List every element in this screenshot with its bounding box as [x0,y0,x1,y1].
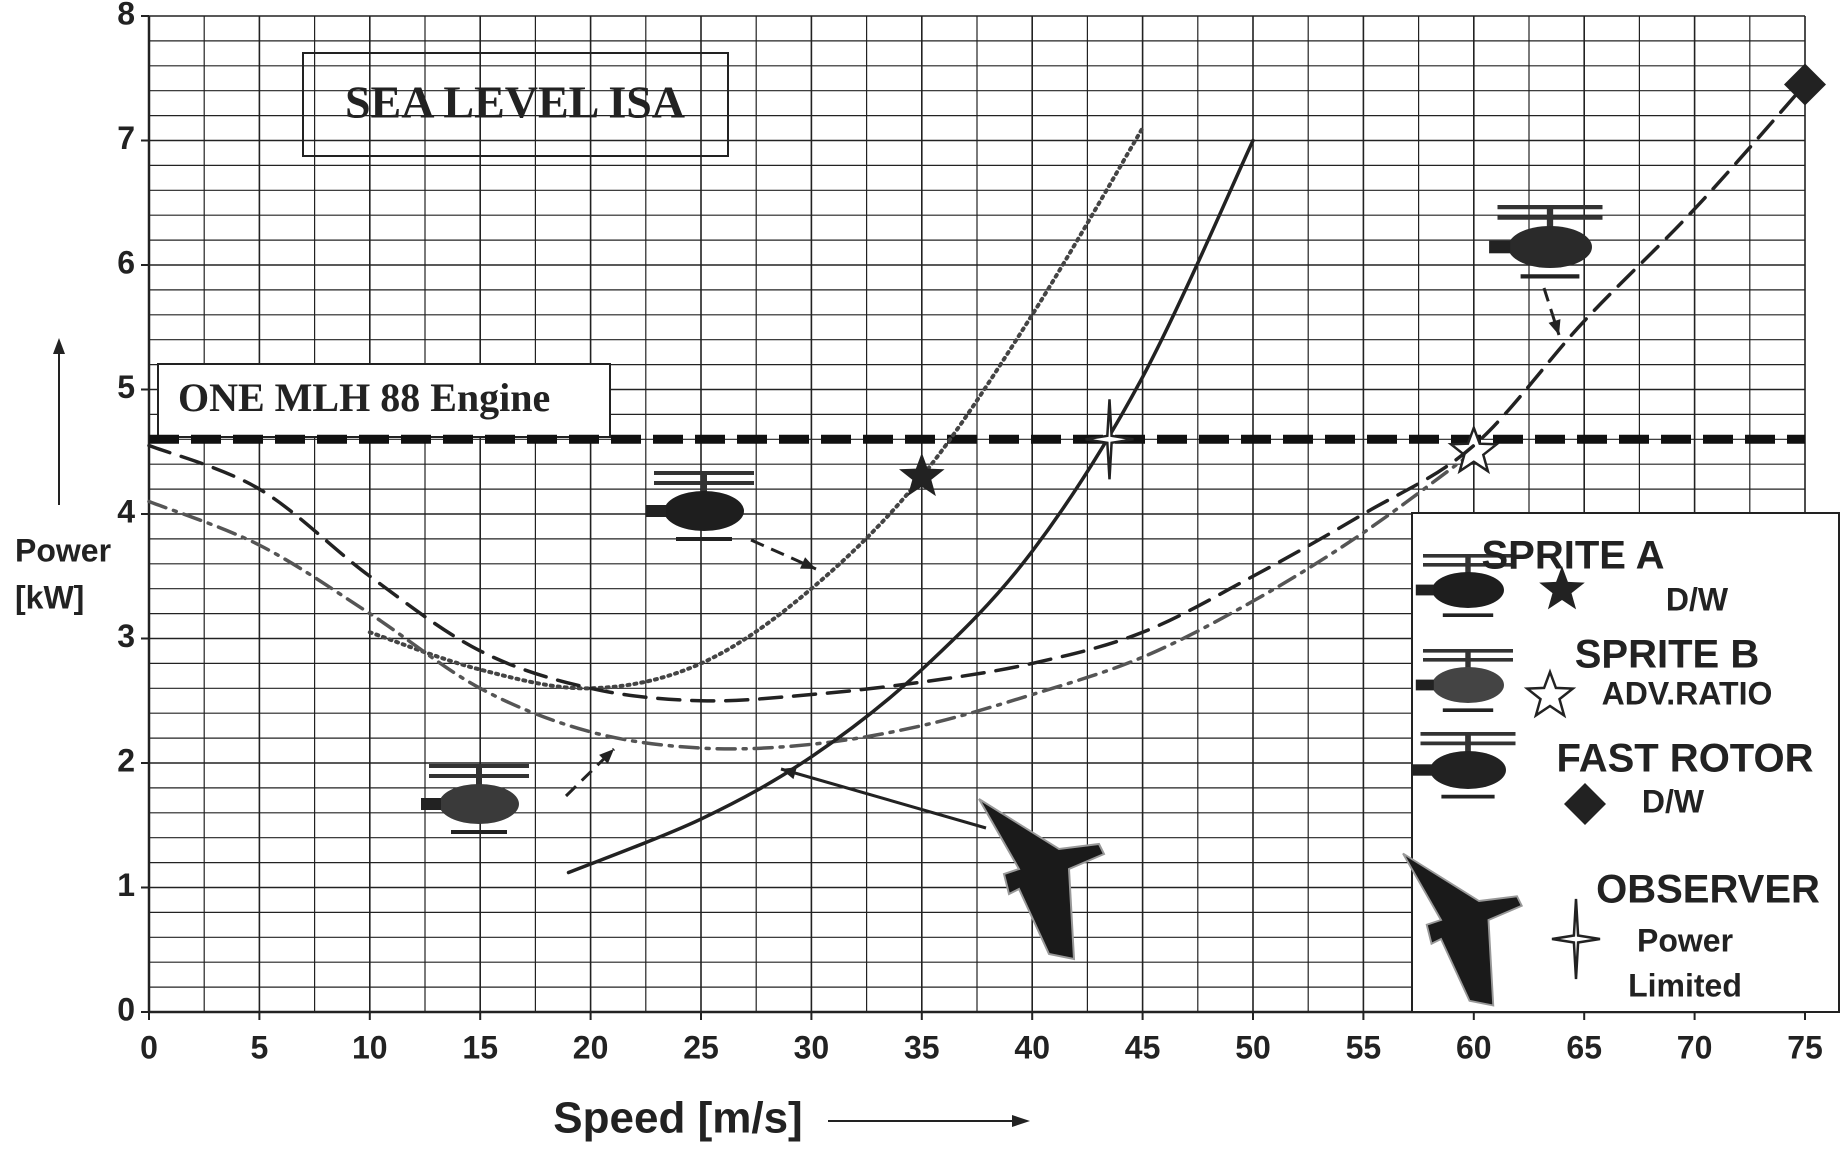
helicopter-icon [646,471,754,541]
x-tick-label: 25 [683,1029,719,1065]
series-line [367,126,1145,691]
y-tick-label: 0 [117,991,135,1027]
pointer-arrowhead [781,767,797,780]
x-tick-label: 55 [1346,1029,1382,1065]
x-tick-label: 30 [794,1029,830,1065]
legend-label: SPRITE B [1575,633,1759,677]
four-star-marker [1085,399,1134,480]
series-line [147,82,1807,703]
helicopter-icon [1415,648,1514,713]
open-star-marker [1447,424,1501,475]
x-tick-label: 0 [140,1029,158,1065]
pointer-arrow [750,538,817,571]
legend-label: SPRITE A [1482,534,1665,578]
title-box [302,52,729,157]
star-marker [899,452,945,497]
x-axis-label: Speed [m/s] [553,1094,802,1143]
pointer-arrow [780,767,987,830]
x-tick-label: 65 [1566,1029,1602,1065]
x-tick-label: 45 [1125,1029,1161,1065]
legend-marker [1564,783,1606,825]
fuselage [1432,667,1504,703]
tail [1412,764,1432,776]
pointer-arrowhead [800,557,816,569]
x-tick-label: 15 [462,1029,498,1065]
mast [1465,649,1471,669]
helicopter-icon [1415,553,1514,618]
y-axis-label: Power [15,532,111,568]
x-tick-label: 35 [904,1029,940,1065]
mast [701,471,707,493]
aircraft-body [1402,852,1524,1007]
pointer-arrowhead [1548,319,1561,335]
aircraft-icon [1402,852,1524,1007]
aircraft-body [978,798,1106,961]
mast [476,764,482,786]
x-tick-label: 50 [1235,1029,1271,1065]
x-tick-label: 10 [352,1029,388,1065]
legend-note: ADV.RATIO [1602,675,1773,711]
y-tick-label: 2 [117,742,135,778]
y-tick-label: 1 [117,867,135,903]
x-tick-label: 40 [1014,1029,1050,1065]
fuselage [439,784,519,824]
series-line [566,138,1255,875]
x-axis-arrowhead [1012,1115,1030,1127]
y-tick-label: 3 [117,618,135,654]
legend-note: D/W [1642,783,1705,819]
legend-note: Power [1637,922,1733,958]
x-tick-label: 20 [573,1029,609,1065]
helicopter-icon [1412,731,1516,799]
mast [1546,205,1554,229]
tail [646,505,666,517]
diamond-marker [1784,63,1826,106]
y-tick-label: 5 [117,369,135,405]
pointer-arrowhead [599,749,614,764]
x-tick-label: 75 [1787,1029,1823,1065]
legend-label: FAST ROTOR [1556,737,1813,781]
aircraft-icon [978,798,1106,961]
tail [421,798,441,810]
y-axis-arrowhead [53,338,65,354]
y-tick-label: 4 [117,493,135,529]
legend-note: Limited [1628,967,1742,1003]
series-line [147,450,1476,751]
legend-marker [1551,898,1601,980]
x-tick-label: 5 [251,1029,269,1065]
x-tick-label: 60 [1456,1029,1492,1065]
fuselage [1508,226,1592,268]
legend-marker [1523,668,1577,719]
x-tick-label: 70 [1677,1029,1713,1065]
y-tick-label: 7 [117,120,135,156]
tail [1415,584,1434,596]
mast [1465,554,1471,574]
fuselage [664,491,744,531]
legend-note: D/W [1666,581,1729,617]
pointer-arrow [1542,287,1561,336]
mast [1465,732,1471,753]
y-axis-label: [kW] [15,579,84,615]
y-tick-label: 6 [117,244,135,280]
legend-label: OBSERVER [1596,868,1820,912]
chart-title: SEA LEVEL ISA [345,77,685,128]
fuselage [1430,751,1506,789]
legend-marker [1539,566,1585,610]
y-tick-label: 8 [117,0,135,31]
tail [1415,679,1434,691]
limit-label: ONE MLH 88 Engine [178,375,550,420]
helicopter-icon [421,764,529,834]
tail [1489,240,1511,254]
helicopter-icon [1489,205,1603,279]
fuselage [1432,572,1504,608]
